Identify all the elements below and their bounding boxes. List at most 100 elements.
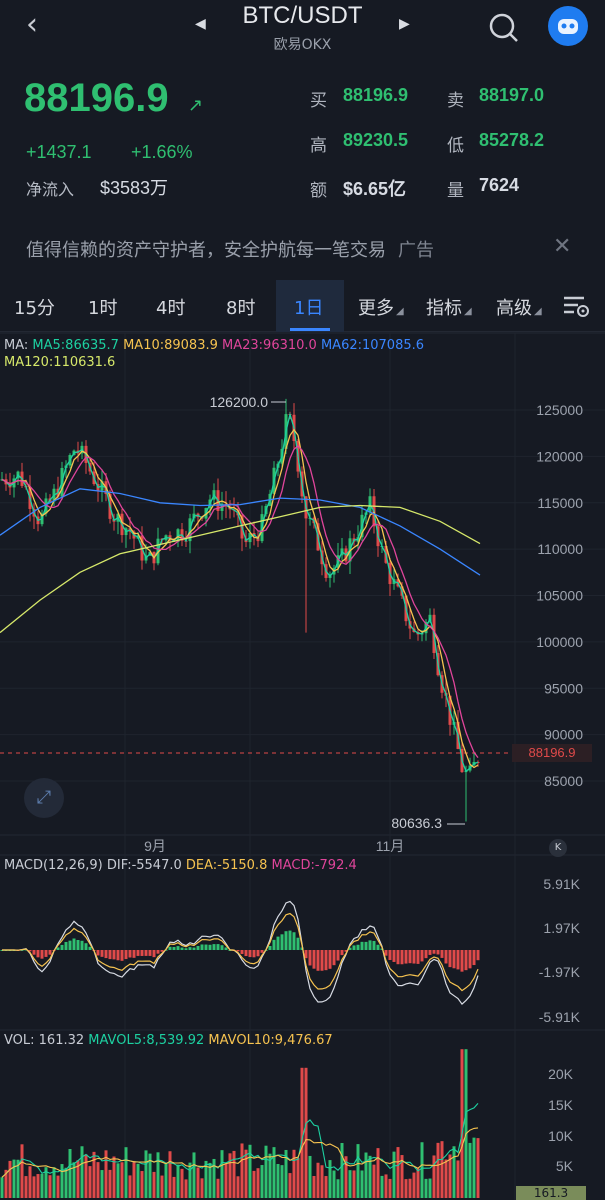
ad-banner[interactable]: 值得信赖的资产守护者，安全护航每一笔交易 广告 [26,236,434,262]
volume-bar [280,1165,284,1198]
volume-bar [432,1155,436,1198]
macd-bar [260,950,264,953]
macd-bar [308,950,312,966]
macd-bar [432,950,436,954]
chart-settings-icon[interactable] [562,294,590,322]
volume-bar [4,1169,8,1198]
volume-bar [144,1150,148,1198]
assistant-robot-icon[interactable] [548,6,588,46]
volume-bar [192,1152,196,1198]
macd-tick: -5.91K [539,1009,581,1025]
macd-bar [364,941,368,950]
volume-bar [196,1167,200,1198]
macd-bar [204,944,208,950]
volume-bar [200,1178,204,1198]
volume-bar [152,1171,156,1198]
close-icon[interactable]: ✕ [553,234,572,259]
volume-bar [20,1144,24,1198]
ma-prefix: MA: [4,338,29,353]
volume-bar [332,1170,336,1198]
volume-bar [292,1149,296,1198]
tab-1d[interactable]: 1日 [294,298,324,319]
volume-bar [148,1153,152,1198]
volume-bar [420,1142,424,1198]
volume-bar [92,1151,96,1198]
date-tick: 11月 [376,838,405,854]
volume-bar [260,1165,264,1198]
macd-bar [220,945,224,950]
tab-1h[interactable]: 1时 [88,298,118,319]
ma120-value: MA120:110631.6 [4,355,116,370]
pair-title[interactable]: BTC/USDT [242,2,363,29]
macd-bar [108,950,112,960]
date-tick: 9月 [144,838,166,854]
macd-bar [348,947,352,950]
volume-bar [340,1143,344,1198]
ma120-line [0,504,481,634]
prev-pair-icon[interactable]: ◀ [195,16,206,32]
volume-bar [416,1168,420,1198]
tab-4h[interactable]: 4时 [156,298,186,319]
macd-bar [80,940,84,950]
ad-tag: 广告 [398,240,434,261]
tab-8h[interactable]: 8时 [226,298,256,319]
macd-bar [476,950,480,961]
tab-advanced[interactable]: 高级 ◢ [496,294,542,320]
ma-lines [0,411,481,773]
vol-tick: 10K [548,1128,574,1144]
volume-bar [476,1138,480,1198]
macd-bar [100,950,104,957]
volume-bar [404,1179,408,1198]
top-bar: ‹ ◀ BTC/USDT 欧易OKX ▶ [0,0,605,62]
macd-bar [136,950,140,956]
volume-bar [84,1154,88,1198]
tab-indicators[interactable]: 指标 ◢ [426,294,472,320]
volume-bar [264,1145,268,1198]
mavol5-line [1,1103,479,1178]
macd-bar [208,944,212,950]
tab-15m[interactable]: 15分 [14,298,55,319]
macd-dea-line [2,912,479,992]
macd-bar [412,950,416,964]
macd-bar [456,950,460,970]
active-tab-indicator [290,328,330,331]
macd-bar [40,950,44,959]
volume-bar [396,1147,400,1198]
macd-bar [112,950,116,960]
volume-bar [224,1163,228,1198]
macd-bar [32,950,36,955]
macd-value: MACD:-792.4 [271,858,357,873]
macd-bar [88,946,92,950]
mavol10-value: MAVOL10:9,476.67 [208,1033,333,1048]
volume-bar [372,1164,376,1198]
next-pair-icon[interactable]: ▶ [399,16,410,32]
vol-tick: 15K [548,1097,574,1113]
macd-bar [216,944,220,950]
back-chevron-icon[interactable]: ‹ [26,7,38,42]
volume-bar [108,1169,112,1198]
volume-bar [312,1175,316,1198]
ma23-line [1,445,479,758]
ma10-value: MA10:89083.9 [123,338,218,353]
mavol10-line [1,1127,479,1178]
price-tick: 85000 [544,773,583,789]
volume-bar [448,1154,452,1198]
macd-bar [76,939,80,950]
macd-bar [408,950,412,964]
macd-bar [428,950,432,955]
macd-bar [96,950,100,956]
macd-bar [188,947,192,950]
expand-icon[interactable]: ⤢ [24,778,64,818]
volume-bar [272,1147,276,1198]
macd-bar [236,950,240,952]
volume-bar [464,1049,468,1198]
macd-bar [376,944,380,950]
volume-bar [64,1167,68,1198]
scroll-latest-icon[interactable]: K [549,839,567,857]
search-icon[interactable] [488,12,520,48]
tab-more[interactable]: 更多 ◢ [358,294,404,320]
macd-bar [184,948,188,950]
volume-bar [348,1170,352,1198]
macd-bar [104,950,108,959]
